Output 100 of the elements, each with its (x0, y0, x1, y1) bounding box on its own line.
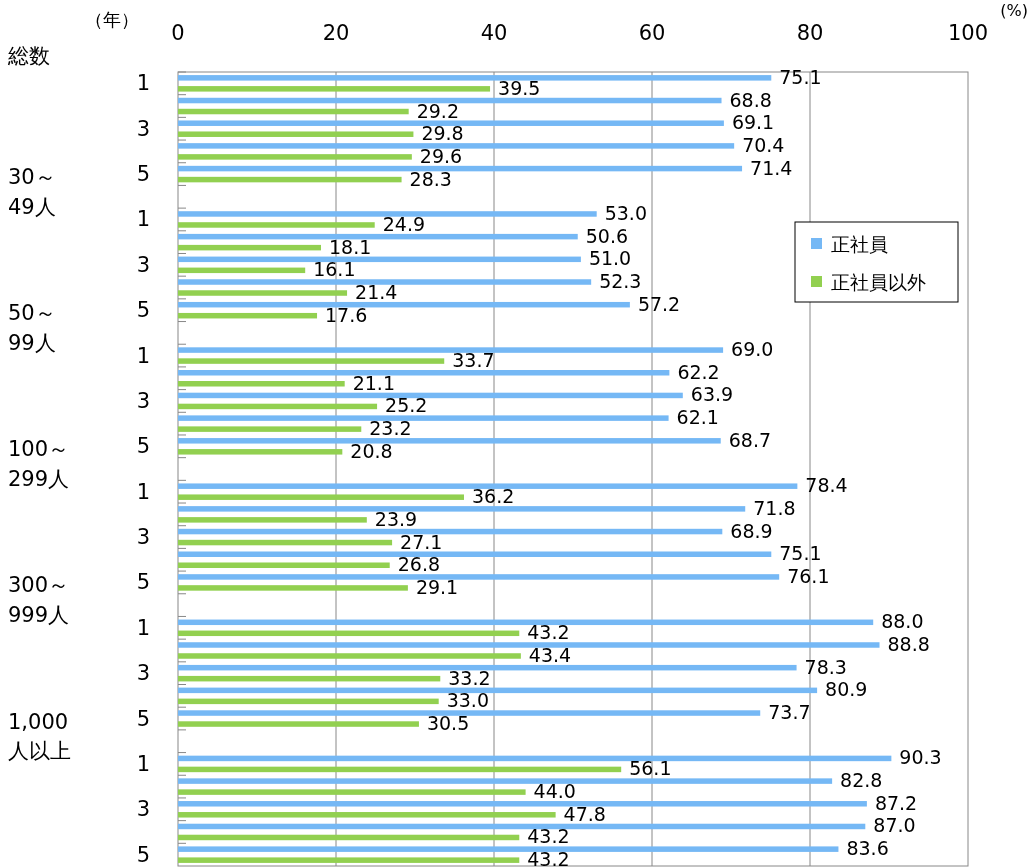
bar (178, 506, 746, 512)
x-tick-label: 20 (322, 21, 350, 45)
data-label: 17.6 (325, 303, 368, 326)
bar (178, 108, 409, 115)
bar (178, 267, 306, 274)
legend-label: 正社員以外 (831, 271, 926, 293)
bar (178, 789, 526, 795)
bar (178, 370, 670, 376)
bar (178, 494, 464, 500)
data-label: 68.8 (729, 88, 772, 111)
bar (178, 551, 772, 557)
bar (178, 801, 867, 807)
data-label: 78.4 (805, 474, 848, 497)
data-label: 23.2 (369, 417, 412, 440)
data-label: 28.3 (409, 167, 452, 190)
data-label: 47.8 (563, 802, 606, 825)
y-tick-label: 3 (136, 797, 150, 822)
data-label: 39.5 (498, 76, 541, 99)
bar (178, 812, 556, 818)
y-tick-label: 5 (136, 434, 150, 459)
bar (178, 176, 402, 183)
y-tick-label: 1 (136, 343, 150, 368)
y-tick-label: 1 (136, 615, 150, 640)
data-label: 43.2 (527, 621, 570, 644)
data-label: 76.1 (787, 564, 830, 587)
data-label: 69.1 (731, 111, 775, 134)
data-label: 83.6 (846, 837, 889, 860)
bar (178, 517, 367, 523)
bar (178, 244, 321, 251)
text: 1,000人以上 (8, 708, 72, 765)
bar (178, 755, 892, 762)
bar (178, 675, 441, 682)
bar (178, 585, 408, 591)
bar (178, 347, 724, 353)
bar (178, 687, 818, 694)
data-label: 63.9 (690, 383, 734, 406)
bar (178, 256, 581, 263)
bar (178, 233, 578, 240)
y-tick-label: 3 (136, 252, 150, 277)
data-label: 71.4 (750, 156, 793, 179)
data-label: 33.2 (448, 666, 491, 689)
bar (178, 698, 439, 705)
data-label: 62.1 (676, 406, 719, 429)
data-label: 29.1 (415, 575, 459, 598)
y-tick-label: 1 (136, 479, 150, 504)
data-label: 78.3 (804, 655, 847, 678)
data-label: 33.7 (452, 349, 495, 372)
y-tick-label: 5 (136, 162, 150, 187)
data-label: 21.4 (355, 281, 398, 304)
bar (178, 778, 833, 784)
y-tick-label: 3 (136, 661, 150, 686)
data-label: 56.1 (629, 757, 672, 780)
bar (178, 358, 445, 364)
data-label: 90.3 (899, 746, 942, 769)
bar (178, 131, 414, 137)
bar (178, 528, 723, 535)
data-label: 68.7 (728, 428, 772, 451)
data-label: 29.8 (421, 122, 464, 145)
bar (178, 415, 669, 421)
bar (178, 664, 797, 671)
data-label: 16.1 (313, 258, 356, 281)
bar (178, 290, 348, 296)
data-label: 21.1 (352, 371, 395, 394)
bar (178, 75, 772, 81)
bar (178, 165, 743, 172)
bar (178, 721, 419, 727)
data-label: 57.2 (637, 292, 681, 315)
y-axis-title: （年） (85, 9, 139, 30)
bar (178, 539, 393, 546)
bar (178, 312, 318, 319)
y-tick-label: 3 (136, 388, 150, 413)
y-tick-label: 1 (136, 71, 150, 96)
y-tick-label: 5 (136, 706, 150, 731)
data-label: 88.8 (887, 632, 930, 655)
data-label: 18.1 (328, 235, 372, 258)
data-label: 88.0 (881, 610, 924, 633)
text: 30～49人 (8, 164, 57, 221)
data-label: 73.7 (768, 701, 811, 724)
y-tick-label: 3 (136, 116, 150, 141)
data-label: 70.4 (742, 133, 785, 156)
bar (178, 438, 721, 444)
data-label: 52.3 (599, 270, 642, 293)
bar (178, 426, 362, 432)
bar (178, 86, 491, 92)
data-label: 43.2 (527, 825, 570, 848)
y-tick-label: 5 (136, 842, 150, 867)
x-tick-label: 0 (171, 21, 185, 45)
x-tick-label: 100 (947, 21, 989, 45)
data-label: 62.2 (677, 360, 720, 383)
bar (178, 154, 412, 160)
bar (178, 301, 630, 308)
data-label: 51.0 (588, 247, 632, 270)
data-label: 43.2 (527, 848, 570, 868)
y-tick-label: 1 (136, 207, 150, 232)
bar (178, 653, 521, 659)
bar (178, 710, 761, 716)
data-label: 25.2 (385, 394, 428, 417)
bar (178, 642, 880, 648)
bar (178, 857, 520, 863)
y-tick-label: 5 (136, 298, 150, 323)
